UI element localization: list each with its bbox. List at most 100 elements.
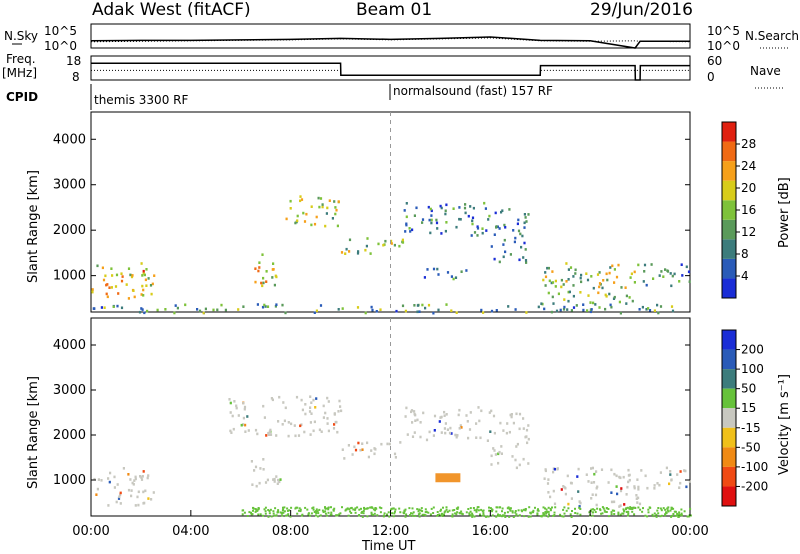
ytick-label: 2000 [53, 428, 86, 443]
colorbar-tick: -50 [741, 440, 761, 454]
velocity-patch-1 [250, 458, 282, 488]
colorbar-tick: 8 [741, 247, 749, 261]
freq-unit: [MHz] [2, 66, 37, 80]
velocity-patch-0 [93, 467, 155, 507]
ytick-label: 4000 [53, 338, 86, 353]
colorbar-tick: 4 [741, 269, 749, 283]
cpid-label: CPID [6, 90, 38, 104]
nsky-label: N.Sky [4, 29, 38, 43]
ytick-label: 1000 [53, 473, 86, 488]
colorbar-tick: 100 [741, 362, 764, 376]
power-patch-0 [91, 262, 156, 300]
power-patch-9 [92, 303, 675, 315]
colorbar-segment [722, 200, 736, 220]
power-ylabel: Slant Range [km] [26, 170, 41, 283]
power-patch-8 [642, 263, 691, 288]
velocity-xlabel: Time UT [361, 539, 415, 554]
power-panel: Slant Range [km] 1000 2000 3000 4000 4 8 12 16… [26, 111, 792, 315]
colorbar-segment [722, 239, 736, 259]
ytick-label: 3000 [53, 383, 86, 398]
colorbar-segment [722, 486, 736, 506]
colorbar-segment [722, 219, 736, 240]
nsky-tick-top: 10^5 [44, 24, 77, 38]
velocity-patch-2 [228, 395, 343, 438]
velocity-panel: Slant Range [km] 1000 2000 3000 4000 00:00 0… [26, 317, 792, 554]
power-patch-4 [403, 201, 491, 237]
colorbar-segment [722, 141, 736, 162]
nsky-panel: N.Sky 10^5 10^0 10^5 10^0 N.Search [4, 23, 799, 53]
nsky-right-tick-top: 10^5 [707, 24, 740, 38]
power-patch-7 [540, 262, 640, 306]
colorbar-segment [722, 466, 736, 487]
freq-tick-bottom: 8 [72, 70, 80, 84]
power-patch-5 [423, 267, 468, 281]
power-patch-2 [285, 195, 340, 228]
ytick-label: 1000 [53, 269, 86, 284]
freq-tick-top: 18 [66, 54, 81, 68]
ytick-label: 3000 [53, 178, 86, 193]
colorbar-segment [722, 408, 736, 428]
colorbar-tick: -200 [741, 479, 768, 493]
cpid-segment-1: themis 3300 RF [94, 93, 188, 107]
colorbar-segment [722, 447, 736, 467]
colorbar-segment [722, 388, 736, 409]
nsky-series-1 [90, 37, 691, 43]
velocity-patch-4 [404, 406, 493, 442]
velocity-patch-3 [341, 441, 402, 460]
velocity-orange-patch [435, 473, 461, 483]
station-title: Adak West (fitACF) [92, 0, 251, 20]
nsky-right-tick-bottom: 10^0 [707, 39, 740, 53]
colorbar-segment [722, 330, 736, 350]
freq-right-tick-bottom: 0 [707, 70, 715, 84]
colorbar-segment [722, 161, 736, 181]
velocity-patch-6 [543, 466, 642, 509]
colorbar-tick: 24 [741, 159, 756, 173]
colorbar-tick: -100 [741, 460, 768, 474]
colorbar-tick: 50 [741, 382, 756, 396]
freq-panel: Freq. [MHz] 18 8 60 0 Nave [2, 52, 785, 89]
xtick-label: 00:00 [671, 524, 708, 539]
velocity-ylabel: Slant Range [km] [26, 376, 41, 489]
colorbar-segment [722, 122, 736, 142]
velocity-cbar-label: Velocity [m s⁻¹] [777, 374, 792, 475]
colorbar-segment [722, 180, 736, 201]
xtick-label: 00:00 [72, 524, 109, 539]
colorbar-tick: 15 [741, 401, 756, 415]
colorbar-tick: 20 [741, 181, 756, 195]
power-cbar-label: Power [dB] [777, 177, 792, 248]
xtick-label: 12:00 [372, 524, 409, 539]
colorbar-tick: 16 [741, 203, 756, 217]
cpid-segment-2: normalsound (fast) 157 RF [393, 84, 553, 98]
nave-label: Nave [750, 64, 781, 78]
xtick-label: 16:00 [472, 524, 509, 539]
ytick-label: 2000 [53, 223, 86, 238]
power-patch-6 [490, 208, 530, 264]
power-patch-3 [340, 237, 405, 255]
power-patch-1 [254, 253, 278, 288]
date-title: 29/Jun/2016 [590, 0, 693, 20]
colorbar-segment [722, 369, 736, 389]
xtick-label: 20:00 [571, 524, 608, 539]
colorbar-tick: 28 [741, 137, 756, 151]
colorbar-tick: 200 [741, 343, 764, 357]
freq-right-tick-top: 60 [707, 54, 722, 68]
nsearch-label: N.Search [745, 29, 799, 43]
nsky-series-0 [90, 36, 690, 49]
velocity-patch-5 [490, 412, 530, 470]
colorbar-segment [722, 349, 736, 370]
colorbar-segment [722, 427, 736, 448]
freq-label: Freq. [6, 52, 36, 66]
velocity-patch-7 [640, 466, 691, 490]
ytick-label: 4000 [53, 132, 86, 147]
xtick-label: 04:00 [172, 524, 209, 539]
colorbar-tick: -15 [741, 421, 761, 435]
colorbar-tick: 12 [741, 225, 756, 239]
colorbar-segment [722, 258, 736, 279]
colorbar-segment [722, 278, 736, 298]
freq-series-0 [91, 62, 690, 81]
velocity-green-band [241, 506, 692, 518]
xtick-label: 08:00 [272, 524, 309, 539]
freq-series-1 [91, 69, 690, 76]
nsky-tick-bottom: 10^0 [44, 39, 77, 53]
